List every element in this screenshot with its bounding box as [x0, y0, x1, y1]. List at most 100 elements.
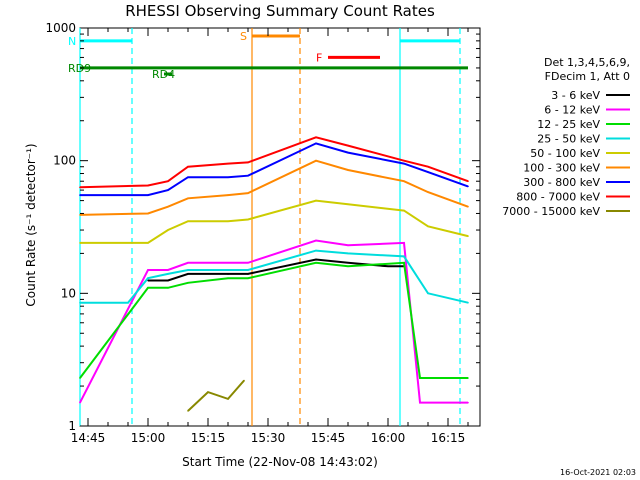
series-line-50-100-kev [80, 199, 469, 244]
data-point-800-7000-kev [227, 162, 229, 165]
data-point-800-7000-kev [187, 165, 189, 168]
data-point-50-100-kev [79, 242, 81, 244]
series-group [79, 136, 469, 412]
data-point-800-7000-kev [427, 165, 429, 168]
data-point-50-100-kev [427, 225, 429, 228]
legend-header-line-1: Det 1,3,4,5,6,9, [544, 56, 630, 69]
data-point-300-800-kev [79, 194, 81, 196]
y-axis-label: Count Rate (s⁻¹ detector⁻¹) [24, 143, 38, 306]
data-point-100-300-kev [79, 214, 81, 216]
x-tick-label: 15:00 [131, 431, 166, 445]
y-tick-label: 1 [68, 419, 76, 433]
data-point-100-300-kev [227, 194, 229, 196]
y-tick-label: 1000 [45, 21, 76, 35]
x-axis: 14:45 15:00 15:15 15:30 15:45 16:00 16:15 [71, 28, 469, 445]
y-tick-label: 100 [53, 154, 76, 168]
series-line-25-50-kev [80, 249, 469, 304]
data-point-800-7000-kev [247, 161, 249, 164]
data-point-6-12-kev [467, 401, 469, 404]
data-point-25-50-kev [427, 292, 429, 295]
data-point-6-12-kev [247, 261, 249, 264]
data-point-12-25-kev [419, 377, 421, 379]
data-point-100-300-kev [403, 180, 405, 183]
x-tick-label: 14:45 [71, 431, 106, 445]
x-tick-label: 16:00 [371, 431, 406, 445]
data-point-800-7000-kev [403, 159, 405, 162]
render-timestamp: 16-Oct-2021 02:03 [560, 468, 636, 477]
annotation-label-rd4: RD4 [152, 68, 175, 81]
legend-label-100-300-kev: 100 - 300 keV [523, 162, 600, 175]
y-tick-label: 10 [61, 286, 76, 300]
data-point-50-100-kev [347, 203, 349, 205]
data-point-6-12-kev [419, 401, 421, 404]
legend-label-300-800-kev: 300 - 800 keV [523, 176, 600, 189]
data-point-3-6-kev [247, 273, 249, 275]
x-axis-label: Start Time (22-Nov-08 14:43:02) [182, 455, 378, 469]
data-point-50-100-kev [315, 199, 317, 202]
data-point-800-7000-kev [167, 180, 169, 183]
data-point-25-50-kev [227, 269, 229, 271]
data-point-25-50-kev [147, 277, 149, 280]
data-point-300-800-kev [247, 174, 249, 177]
legend-header-line-2: FDecim 1, Att 0 [545, 70, 630, 83]
data-point-50-100-kev [167, 229, 169, 231]
data-point-50-100-kev [247, 218, 249, 221]
data-point-100-300-kev [427, 191, 429, 193]
data-point-100-300-kev [347, 169, 349, 171]
legend-label-12-25-kev: 12 - 25 keV [537, 118, 600, 131]
legend-label-7000-15000-kev: 7000 - 15000 keV [502, 205, 600, 218]
data-point-25-50-kev [467, 301, 469, 304]
data-point-3-6-kev [167, 279, 169, 282]
data-point-300-800-kev [315, 142, 317, 145]
data-point-25-50-kev [247, 269, 249, 271]
data-point-3-6-kev [387, 265, 389, 268]
data-point-50-100-kev [467, 235, 469, 237]
data-point-300-800-kev [167, 189, 169, 191]
data-point-12-25-kev [187, 282, 189, 284]
plot-frame [79, 27, 481, 427]
data-point-25-50-kev [187, 269, 189, 271]
data-point-6-12-kev [147, 269, 149, 271]
data-point-25-50-kev [79, 301, 81, 304]
annotation-label-n: N [68, 35, 76, 48]
data-point-7000-15000-kev [187, 410, 189, 412]
data-point-25-50-kev [403, 255, 405, 258]
chart-title: RHESSI Observing Summary Count Rates [125, 2, 435, 20]
data-point-50-100-kev [187, 220, 189, 222]
series-line-300-800-kev [80, 142, 469, 197]
data-point-25-50-kev [167, 273, 169, 275]
data-point-25-50-kev [347, 252, 349, 255]
data-point-12-25-kev [315, 261, 317, 264]
data-point-25-50-kev [315, 249, 317, 252]
annotation-label-s: S [240, 30, 247, 43]
y-axis: 1 10 100 1000 [45, 21, 480, 433]
data-point-6-12-kev [167, 269, 169, 271]
legend-label-3-6-kev: 3 - 6 keV [551, 89, 600, 102]
legend-label-800-7000-kev: 800 - 7000 keV [516, 191, 600, 204]
data-point-300-800-kev [187, 176, 189, 179]
data-point-100-300-kev [167, 205, 169, 208]
data-point-12-25-kev [147, 287, 149, 289]
data-point-300-800-kev [467, 185, 469, 188]
segment-annotations: N S F RD4 RD9 [68, 30, 468, 81]
data-point-100-300-kev [187, 197, 189, 200]
data-point-7000-15000-kev [207, 391, 209, 393]
data-point-50-100-kev [147, 242, 149, 244]
data-point-7000-15000-kev [243, 379, 245, 382]
data-point-50-100-kev [403, 209, 405, 212]
data-point-100-300-kev [247, 192, 249, 194]
data-point-6-12-kev [227, 261, 229, 264]
data-point-3-6-kev [347, 261, 349, 264]
data-point-6-12-kev [187, 261, 189, 264]
data-point-50-100-kev [227, 220, 229, 222]
legend-label-6-12-kev: 6 - 12 keV [544, 104, 600, 117]
series-line-12-25-kev [79, 261, 468, 379]
data-point-300-800-kev [347, 151, 349, 154]
x-tick-label: 15:15 [191, 431, 226, 445]
x-tick-label: 15:30 [251, 431, 286, 445]
series-line-7000-15000-kev [187, 379, 245, 412]
data-point-800-7000-kev [147, 184, 149, 187]
annotation-label-f: F [316, 51, 322, 64]
data-point-3-6-kev [227, 273, 229, 275]
